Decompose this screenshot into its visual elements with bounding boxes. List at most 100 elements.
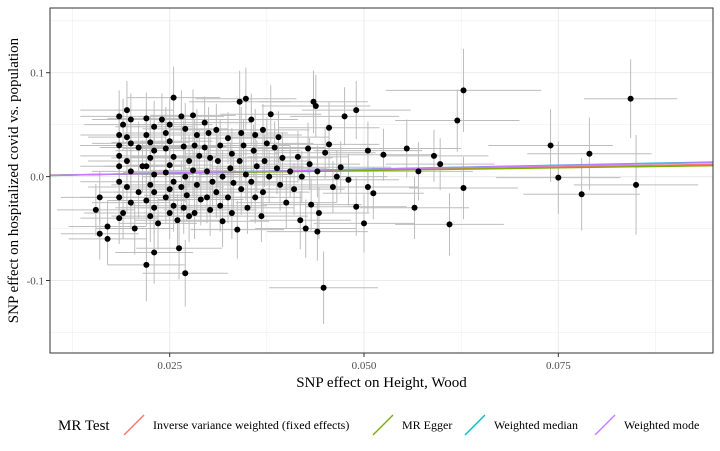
data-point — [116, 142, 123, 149]
data-point — [308, 201, 315, 208]
data-point — [116, 113, 123, 120]
data-point — [267, 111, 274, 118]
data-point — [460, 185, 467, 192]
data-point — [252, 132, 259, 139]
panel-border — [49, 7, 714, 354]
data-point — [273, 165, 280, 172]
x-tick-label: 0.025 — [157, 360, 182, 372]
data-point — [446, 221, 453, 228]
data-point — [275, 134, 282, 141]
axis-ticks: 0.025 0.050 0.075 -0.1 0.0 0.1 — [27, 68, 572, 372]
data-point — [259, 126, 266, 133]
data-point — [287, 168, 294, 175]
data-point — [258, 213, 265, 220]
data-point — [143, 115, 150, 122]
data-point — [230, 179, 237, 186]
data-point — [228, 150, 235, 157]
data-point — [178, 183, 185, 190]
mr-lines — [49, 161, 714, 177]
data-point — [228, 209, 235, 216]
data-point — [127, 116, 134, 123]
data-point — [261, 158, 268, 165]
data-point — [116, 178, 123, 185]
data-point — [123, 107, 130, 114]
data-point — [252, 194, 259, 201]
data-point — [236, 98, 243, 105]
data-point — [191, 142, 198, 149]
data-point — [224, 135, 231, 142]
data-point — [151, 147, 158, 154]
data-point — [253, 163, 260, 170]
x-tick-label: 0.075 — [546, 360, 571, 372]
data-point — [213, 189, 220, 196]
data-point — [214, 158, 221, 165]
data-point — [298, 173, 305, 180]
data-point — [116, 194, 123, 201]
data-point — [204, 168, 211, 175]
data-point — [147, 139, 154, 146]
data-point — [329, 183, 336, 190]
data-point — [578, 191, 585, 198]
data-point — [437, 161, 444, 168]
data-point — [180, 143, 187, 150]
data-point — [120, 209, 127, 216]
data-point — [143, 132, 150, 139]
data-point — [182, 173, 189, 180]
data-point — [186, 213, 193, 220]
data-point — [166, 186, 173, 193]
data-point — [183, 192, 190, 199]
data-point — [341, 113, 348, 120]
data-point — [234, 226, 241, 233]
data-point — [238, 186, 245, 193]
data-point — [312, 102, 319, 109]
data-point — [242, 171, 249, 178]
data-point — [182, 270, 189, 277]
data-point — [213, 126, 220, 133]
data-point — [219, 173, 226, 180]
data-point — [345, 176, 352, 183]
data-point — [364, 183, 371, 190]
data-point — [236, 158, 243, 165]
data-point — [411, 204, 418, 211]
x-axis-title: SNP effect on Height, Wood — [296, 375, 467, 391]
data-point — [104, 235, 111, 242]
data-point — [162, 194, 169, 201]
data-point — [116, 163, 123, 170]
data-point — [547, 142, 554, 149]
data-point — [127, 199, 134, 206]
data-point — [361, 220, 368, 227]
data-point — [147, 213, 154, 220]
data-point — [151, 123, 158, 130]
data-point — [302, 225, 309, 232]
data-point — [143, 163, 150, 170]
data-point — [166, 121, 173, 128]
data-point — [364, 147, 371, 154]
data-point — [201, 144, 208, 151]
data-point — [127, 140, 134, 147]
data-point — [201, 119, 208, 126]
data-point — [380, 151, 387, 158]
data-point — [306, 161, 313, 168]
data-point — [460, 87, 467, 94]
data-point — [123, 183, 130, 190]
y-tick-label: -0.1 — [27, 275, 44, 287]
x-tick-label: 0.050 — [352, 360, 377, 372]
data-point — [314, 168, 321, 175]
data-point — [162, 145, 169, 152]
data-point — [217, 142, 224, 149]
data-point — [430, 152, 437, 159]
data-point — [170, 94, 177, 101]
data-point — [326, 124, 333, 131]
data-point — [555, 174, 562, 181]
data-point — [227, 165, 234, 172]
data-point — [190, 167, 197, 174]
data-point — [250, 147, 257, 154]
data-point — [209, 178, 216, 185]
data-point — [454, 117, 461, 124]
data-point — [259, 189, 266, 196]
data-point — [155, 220, 162, 227]
legend-key — [594, 414, 616, 436]
legend-key — [123, 414, 145, 436]
